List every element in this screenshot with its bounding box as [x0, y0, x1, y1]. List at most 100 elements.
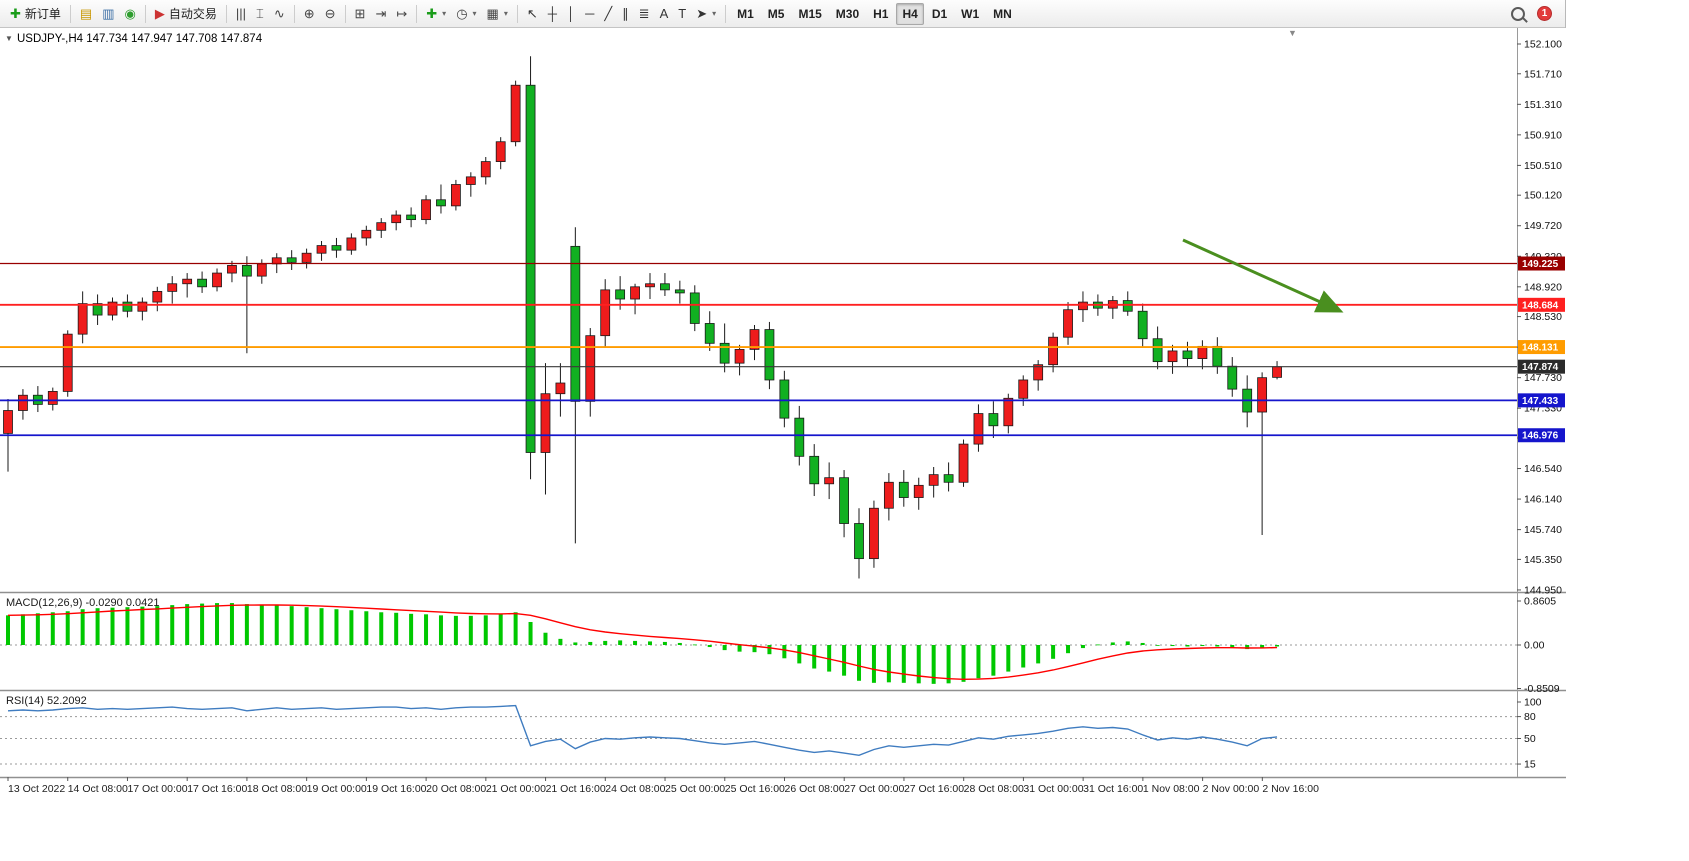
price-axis-label: 149.720	[1524, 220, 1562, 232]
candle	[555, 382, 566, 395]
bid-price-tag-label: 147.874	[1522, 362, 1559, 373]
macd-bar	[125, 607, 130, 645]
macd-axis-label: 0.8605	[1524, 596, 1556, 608]
tf-h1-button[interactable]: H1	[867, 3, 894, 25]
periods-button[interactable]: ◷ ▾	[452, 3, 480, 25]
candle	[570, 245, 581, 402]
macd-bar	[543, 632, 548, 645]
tf-d1-button[interactable]: D1	[926, 3, 953, 25]
autoscroll-button[interactable]: ⇥	[371, 3, 390, 25]
candle	[958, 443, 969, 483]
chart-shift-button[interactable]: ↦	[392, 3, 411, 25]
periods-icon: ◷	[456, 6, 468, 21]
macd-bar	[603, 640, 608, 645]
new-chart-button[interactable]: ▤	[76, 3, 96, 25]
search-icon[interactable]	[1511, 6, 1525, 21]
templates-button[interactable]: ▦ ▾	[483, 3, 512, 25]
rsi-axis-label: 50	[1524, 733, 1536, 745]
notifications-badge[interactable]: 1	[1537, 6, 1552, 21]
macd-bar	[976, 645, 981, 679]
candle	[1257, 377, 1268, 413]
new-order-button[interactable]: ✚ 新订单	[6, 3, 65, 25]
label-button[interactable]: T	[674, 3, 690, 25]
price-tag[interactable]	[1518, 297, 1565, 312]
line-chart-button[interactable]: ∿	[270, 3, 289, 25]
community-button[interactable]: ◉	[121, 3, 140, 25]
trend-arrow-annotation[interactable]	[1182, 238, 1344, 313]
macd-bar	[155, 606, 160, 645]
price-tag[interactable]	[1518, 428, 1565, 443]
candle	[869, 507, 879, 560]
macd-bar	[80, 609, 85, 645]
price-tag[interactable]	[1518, 393, 1565, 408]
candle	[62, 333, 73, 392]
autotrading-button[interactable]: ▶ 自动交易	[151, 3, 221, 25]
community-icon: ◉	[124, 6, 136, 21]
channel-icon: ∥	[622, 6, 629, 21]
tf-h4-button[interactable]: H4	[896, 2, 924, 25]
candle	[660, 283, 670, 291]
macd-bar	[812, 645, 817, 669]
text-button[interactable]: A	[656, 3, 673, 25]
fibonacci-icon: ≣	[638, 6, 650, 21]
price-axis-label: 147.730	[1524, 372, 1562, 384]
new-chart-icon: ▤	[79, 6, 93, 21]
tile-windows-button[interactable]: ⊞	[351, 3, 370, 25]
candle	[1227, 365, 1238, 390]
macd-bar	[259, 604, 264, 645]
macd-bar	[931, 645, 936, 684]
tf-m30-button[interactable]: M30	[830, 3, 865, 25]
tf-m5-label: M5	[767, 6, 785, 21]
chevron-down-icon: ▾	[712, 9, 717, 18]
crosshair-button[interactable]: ┼	[544, 3, 561, 25]
bar-chart-button[interactable]: |||	[232, 3, 250, 25]
macd-bar	[215, 603, 220, 645]
candlestick-button[interactable]: ⌶	[252, 3, 268, 25]
toolbar-separator	[293, 4, 295, 23]
macd-bar	[95, 608, 100, 645]
candle	[495, 141, 506, 162]
zoom-in-button[interactable]: ⊕	[300, 3, 319, 25]
tf-mn-label: MN	[993, 6, 1012, 21]
tf-m15-button[interactable]: M15	[792, 3, 827, 25]
candle	[928, 474, 939, 486]
price-tag[interactable]	[1518, 340, 1565, 355]
candle	[107, 301, 118, 316]
cursor-button[interactable]: ↖	[523, 3, 542, 25]
candle	[734, 349, 745, 364]
indicators-button[interactable]: ✚ ▾	[422, 3, 450, 25]
macd-bar	[1006, 645, 1011, 672]
macd-bar	[1095, 644, 1100, 646]
window-collapse-icon[interactable]: ▼	[5, 34, 13, 43]
macd-bar	[857, 645, 862, 681]
price-tag[interactable]	[1518, 256, 1565, 271]
toolbar-separator	[344, 4, 346, 23]
arrows-icon: ➤	[696, 6, 708, 21]
text-icon: A	[659, 6, 669, 21]
tf-mn-button[interactable]: MN	[987, 3, 1018, 25]
crosshair-icon: ┼	[547, 6, 557, 21]
trendline-button[interactable]: ╱	[600, 3, 616, 25]
arrows-button[interactable]: ➤ ▾	[692, 3, 720, 25]
chart-canvas[interactable]: 152.100 151.710 151.310 150.910 150.510 150.1…	[0, 28, 1566, 802]
horizontal-line-button[interactable]: ─	[581, 3, 598, 25]
profiles-button[interactable]: ▥	[98, 3, 118, 25]
price-axis-label: 144.950	[1524, 584, 1562, 596]
vertical-line-button[interactable]: │	[563, 3, 579, 25]
time-axis-label: 18 Oct 08:00	[247, 783, 307, 795]
tf-w1-button[interactable]: W1	[955, 3, 985, 25]
candle	[480, 161, 491, 178]
tf-d1-label: D1	[931, 6, 948, 21]
candle	[212, 272, 222, 288]
zoom-out-button[interactable]: ⊖	[321, 3, 340, 25]
time-axis-label: 21 Oct 16:00	[546, 783, 606, 795]
candle	[1197, 345, 1208, 359]
channel-button[interactable]: ∥	[618, 3, 633, 25]
tf-m1-button[interactable]: M1	[731, 3, 760, 25]
candle	[630, 286, 640, 300]
candle	[1078, 301, 1088, 311]
candlestick-icon: ⌶	[256, 6, 264, 21]
tf-m5-button[interactable]: M5	[762, 3, 791, 25]
fibonacci-button[interactable]: ≣	[635, 3, 654, 25]
time-axis-label: 25 Oct 00:00	[665, 783, 725, 795]
